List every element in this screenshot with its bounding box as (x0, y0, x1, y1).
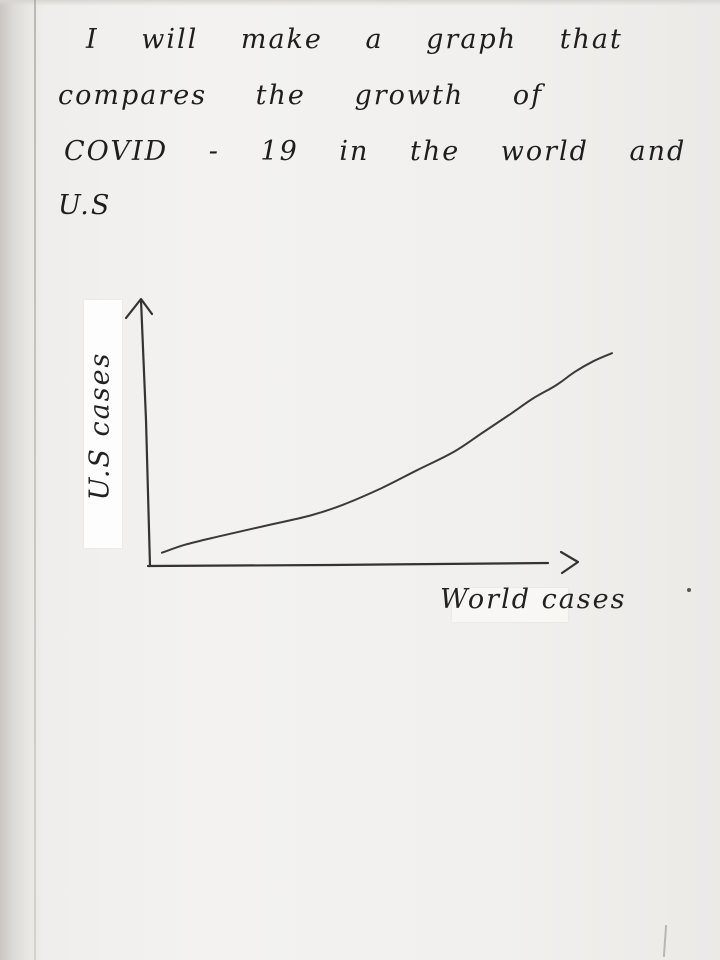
note-line-4: U.S (58, 190, 112, 221)
tape-strip-x-label (452, 588, 568, 622)
note-line-3: COVID - 19 in the world and (64, 136, 687, 167)
series-point-1 (184, 544, 186, 546)
series-point-10 (509, 413, 511, 415)
note-line-2: compares the growth of (58, 80, 544, 111)
series-point-7 (416, 469, 418, 471)
note-line-1: I will make a graph that (86, 24, 623, 55)
series-point-9 (481, 432, 483, 434)
tape-strip-y-label (84, 300, 122, 548)
series-line-us-vs-world (160, 352, 613, 554)
page-binding-edge (34, 0, 36, 960)
series-point-5 (342, 504, 344, 506)
series-point-4 (309, 515, 311, 517)
series-point-8 (453, 451, 455, 453)
series-points (161, 352, 613, 554)
series-point-0 (161, 552, 163, 554)
series-point-2 (217, 536, 219, 538)
series-point-12 (555, 384, 557, 386)
x-axis-label: World cases (440, 584, 627, 615)
series-point-15 (611, 352, 613, 354)
x-axis-arrowhead (559, 550, 580, 575)
y-axis (124, 297, 154, 568)
stray-pen-dot (687, 588, 691, 592)
y-axis-label: U.S cases (84, 351, 116, 501)
page-top-edge (0, 0, 720, 6)
x-axis (146, 550, 580, 575)
y-axis-arrowhead (124, 297, 154, 320)
series-point-6 (379, 488, 381, 490)
series-point-11 (532, 397, 534, 399)
series-point-14 (592, 360, 594, 362)
x-axis-line (146, 561, 550, 568)
series-point-3 (263, 525, 265, 527)
series-point-13 (574, 371, 576, 373)
y-axis-line (139, 298, 152, 568)
